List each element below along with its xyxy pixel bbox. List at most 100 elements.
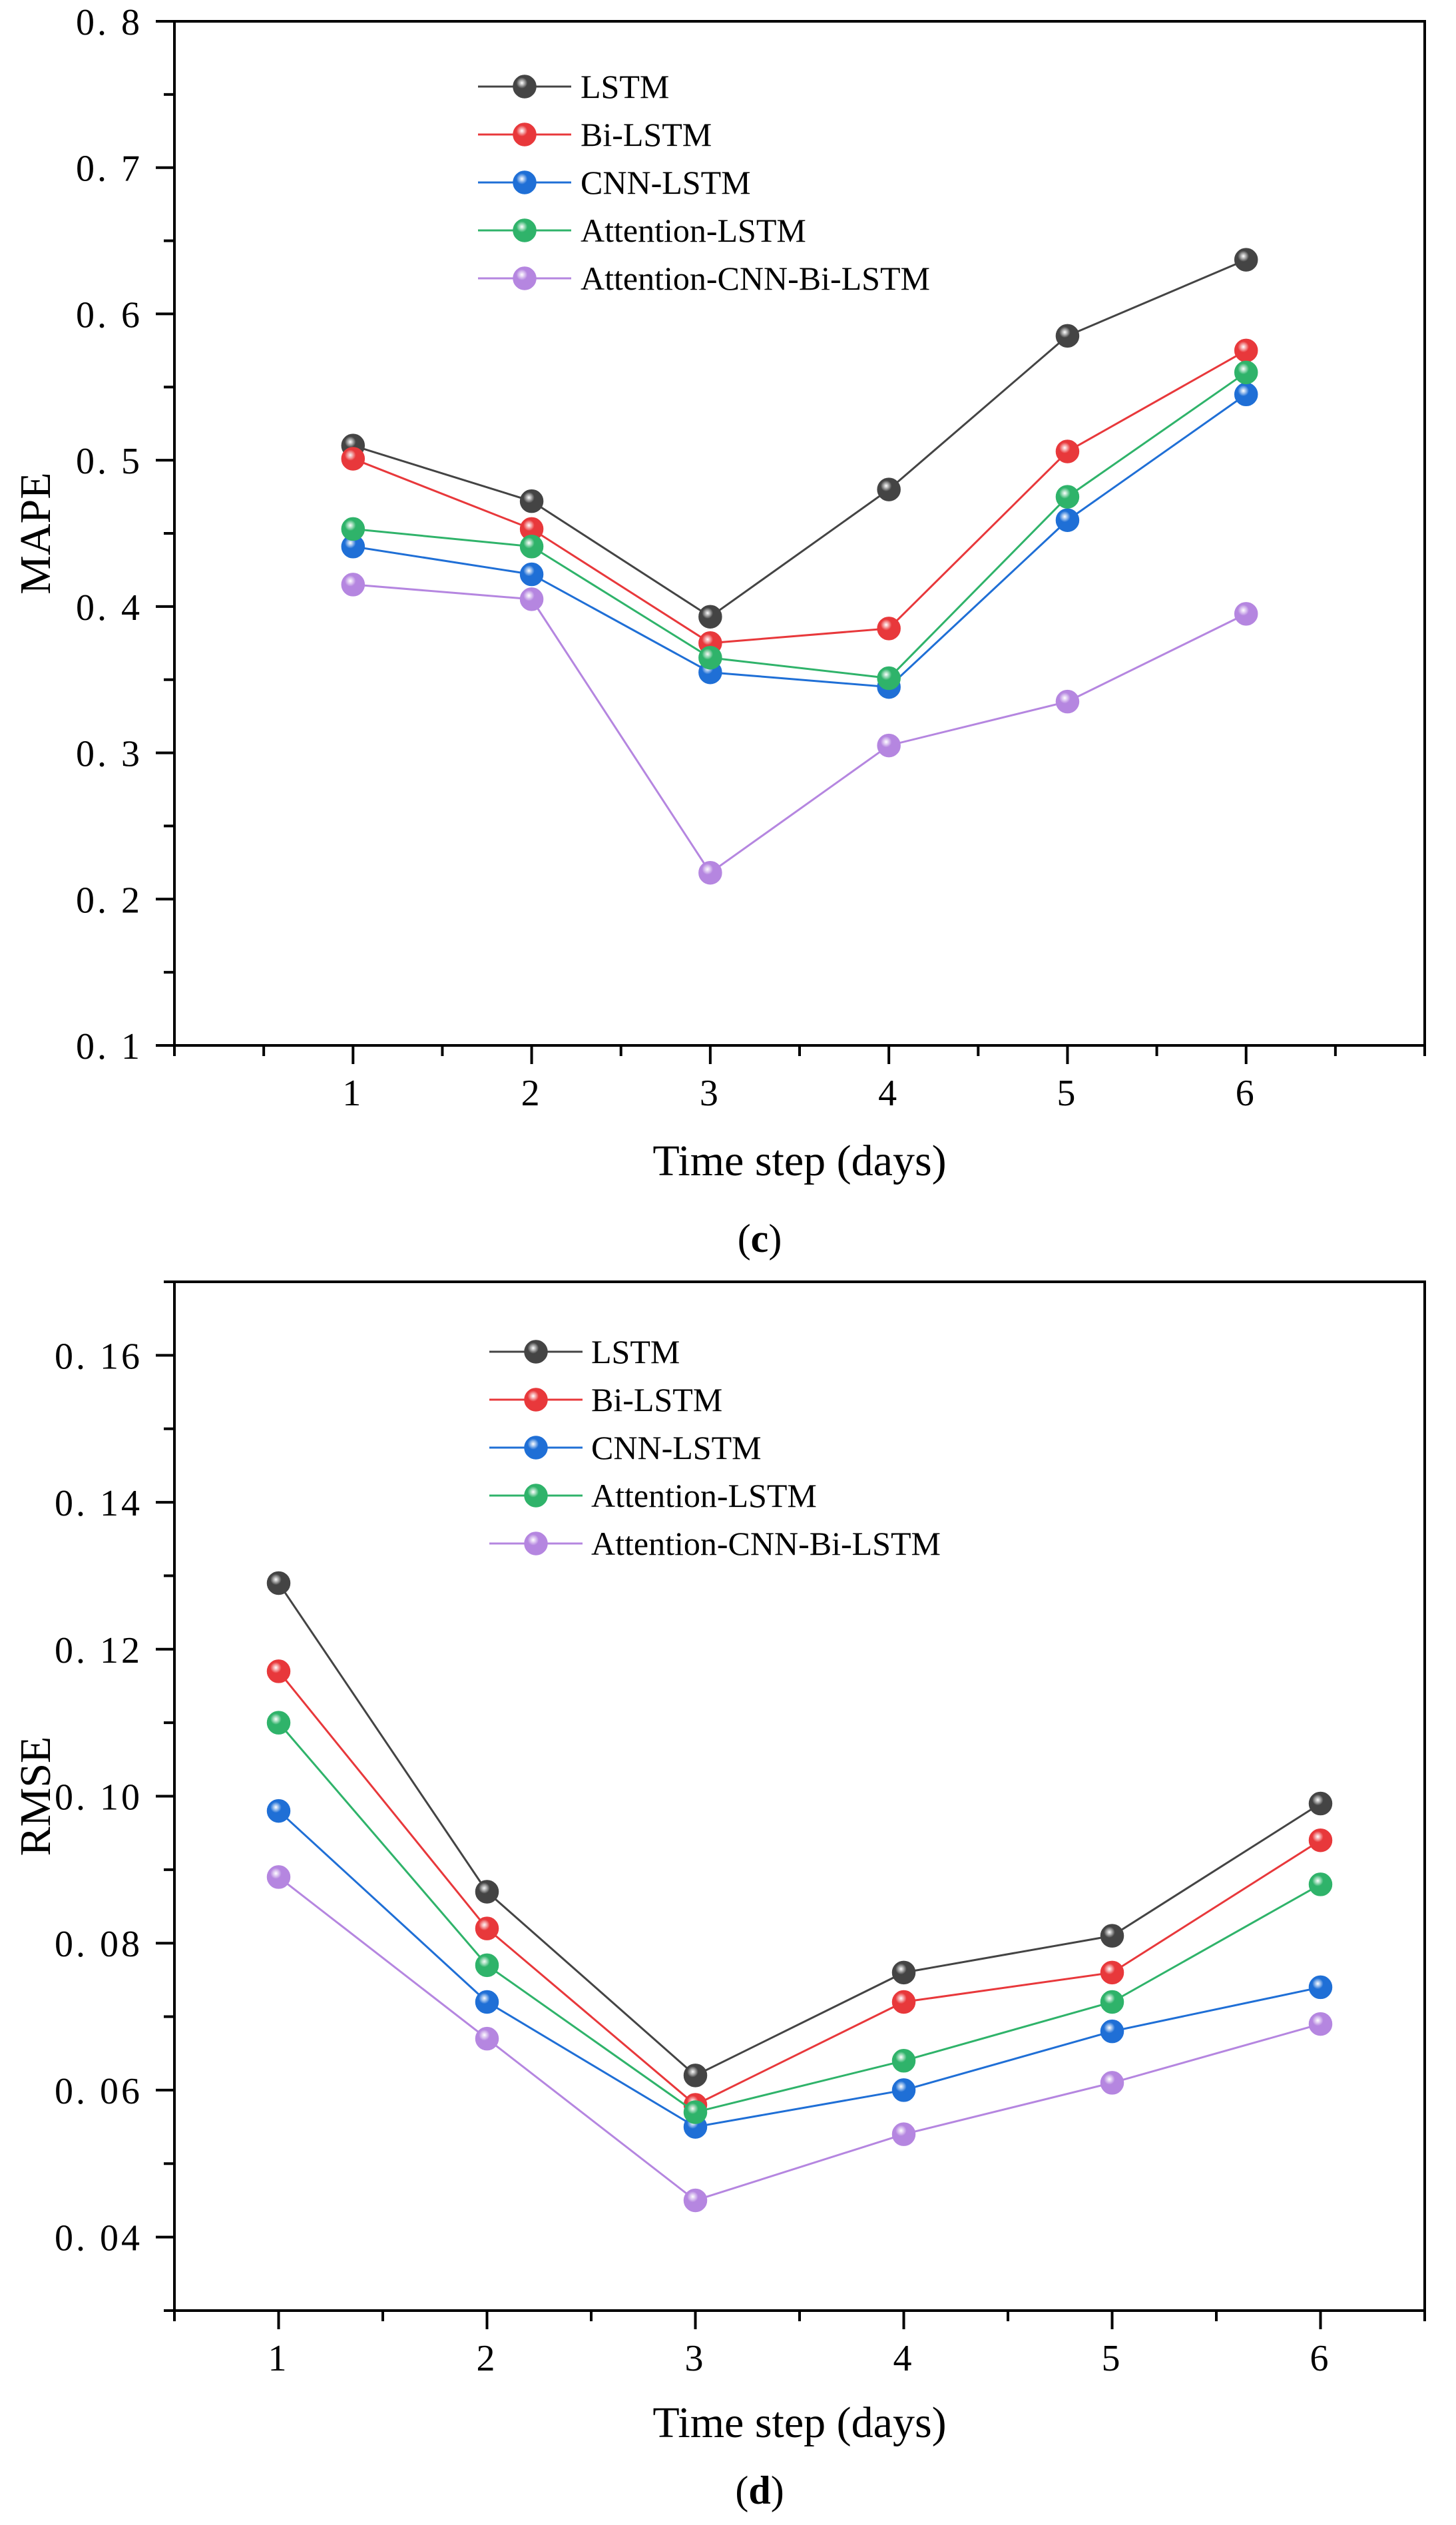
point-lstm-1: [266, 1571, 291, 1595]
x-tick-label: 5: [1057, 1073, 1078, 1114]
x-tick-label: 2: [477, 2338, 498, 2379]
point-lstm-6: [1234, 248, 1258, 272]
point-attention-cnn-bi-lstm-3: [683, 2188, 708, 2213]
legend-item-lstm: LSTM: [489, 1333, 680, 1370]
chart-mape: 1 2 3 4 5 6 0. 1 0. 2 0. 3 0. 4 0. 5 0. 6 0. 7 0. 8 Ti…: [11, 2, 1426, 1261]
point-bi-lstm-4: [877, 617, 901, 641]
y-tick-label: 0. 6: [76, 294, 142, 336]
series-attention-cnn-bi-lstm: [266, 1865, 1333, 2213]
point-attention-cnn-bi-lstm-6: [1308, 2012, 1333, 2036]
legend-marker: [524, 1532, 548, 1555]
x-axis-title: Time step (days): [652, 2398, 946, 2447]
point-lstm-3: [683, 2064, 708, 2088]
series-line-cnn-lstm: [278, 1810, 1321, 2128]
point-attention-lstm-3: [683, 2100, 708, 2124]
legend-label: CNN-LSTM: [591, 1429, 762, 1466]
series-line-cnn-lstm: [353, 394, 1247, 689]
legend-marker: [524, 1436, 548, 1460]
point-attention-cnn-bi-lstm-2: [475, 2026, 499, 2051]
panel-label-letter: c: [751, 1217, 769, 1261]
point-attention-cnn-bi-lstm-1: [266, 1865, 291, 1889]
point-cnn-lstm-1: [266, 1799, 291, 1823]
x-tick-label: 6: [1310, 2338, 1332, 2379]
y-tick-label: 0. 12: [55, 1630, 142, 1671]
point-attention-lstm-1: [341, 517, 365, 541]
x-tick-label: 1: [268, 2338, 290, 2379]
series-lstm: [341, 248, 1258, 629]
panel-label-letter: d: [748, 2468, 770, 2512]
legend-marker: [513, 75, 537, 99]
y-tick-label: 0. 7: [76, 148, 142, 190]
legend-marker: [513, 170, 537, 194]
y-axis-title: MAPE: [11, 472, 60, 594]
y-tick-label: 0. 2: [76, 880, 142, 921]
point-attention-lstm-1: [266, 1711, 291, 1735]
point-lstm-4: [877, 477, 901, 501]
x-tick-label: 3: [685, 2338, 706, 2379]
series-line-attention-lstm: [278, 1722, 1322, 2113]
point-attention-lstm-6: [1308, 1872, 1333, 1896]
x-tick-label: 1: [342, 1073, 364, 1114]
series-attention-lstm: [266, 1711, 1333, 2124]
series-line-attention-cnn-bi-lstm: [353, 583, 1247, 874]
y-tick-label: 0. 10: [55, 1777, 142, 1819]
point-bi-lstm-4: [891, 1990, 916, 2014]
point-attention-lstm-5: [1055, 485, 1080, 509]
y-tick-label: 0. 1: [76, 1026, 142, 1067]
legend-marker: [513, 218, 537, 242]
point-lstm-2: [475, 1880, 499, 1904]
y-tick-label: 0. 08: [55, 1924, 142, 1965]
point-lstm-2: [519, 489, 544, 513]
series-bi-lstm: [266, 1659, 1333, 2117]
point-bi-lstm-1: [341, 447, 365, 471]
point-cnn-lstm-5: [1100, 2019, 1124, 2044]
x-tick-label: 6: [1236, 1073, 1257, 1114]
legend-item-bi-lstm: Bi-LSTM: [478, 116, 712, 153]
point-lstm-6: [1308, 1791, 1333, 1816]
point-bi-lstm-5: [1100, 1960, 1124, 1985]
point-attention-lstm-2: [519, 535, 544, 559]
legend-item-attention-lstm: Attention-LSTM: [489, 1477, 817, 1514]
y-tick-label: 0. 16: [55, 1336, 142, 1377]
point-cnn-lstm-6: [1308, 1975, 1333, 2000]
point-bi-lstm-1: [266, 1659, 291, 1683]
point-lstm-5: [1100, 1924, 1124, 1948]
legend-label: Attention-LSTM: [591, 1477, 817, 1514]
series-attention-cnn-bi-lstm: [341, 573, 1258, 885]
y-tick-label: 0. 06: [55, 2071, 142, 2112]
legend-label: Bi-LSTM: [591, 1381, 722, 1418]
point-bi-lstm-6: [1234, 338, 1258, 363]
legend-item-bi-lstm: Bi-LSTM: [489, 1381, 722, 1418]
legend-label: Bi-LSTM: [581, 116, 712, 153]
point-attention-cnn-bi-lstm-3: [698, 860, 722, 885]
point-cnn-lstm-6: [1234, 382, 1258, 407]
x-tick-label: 4: [893, 2338, 915, 2379]
legend-marker: [524, 1388, 548, 1412]
series-attention-lstm: [341, 360, 1258, 691]
x-tick-label: 5: [1102, 2338, 1123, 2379]
point-bi-lstm-2: [475, 1916, 499, 1940]
legend-label: CNN-LSTM: [581, 164, 751, 201]
point-cnn-lstm-2: [519, 562, 544, 587]
y-tick-label: 0. 3: [76, 734, 142, 775]
legend-label: Attention-CNN-Bi-LSTM: [591, 1525, 941, 1562]
chart-rmse: 1 2 3 4 5 6 0. 04 0. 06 0. 08 0. 10 0. 12 0. 14 0. 1…: [11, 1280, 1426, 2512]
point-attention-lstm-6: [1234, 360, 1258, 385]
y-tick-label: 0. 8: [76, 2, 142, 43]
point-attention-cnn-bi-lstm-2: [519, 587, 544, 611]
point-attention-lstm-4: [877, 666, 901, 691]
y-tick-label: 0. 04: [55, 2218, 142, 2259]
point-lstm-3: [698, 605, 722, 629]
x-axis-title: Time step (days): [652, 1137, 946, 1185]
point-cnn-lstm-2: [475, 1990, 499, 2014]
point-attention-lstm-4: [891, 2049, 916, 2073]
legend-item-cnn-lstm: CNN-LSTM: [478, 164, 751, 201]
point-bi-lstm-6: [1308, 1828, 1333, 1852]
panel-label: (d): [735, 2468, 784, 2512]
legend-label: Attention-CNN-Bi-LSTM: [581, 260, 930, 297]
series-line-lstm: [278, 1582, 1322, 2077]
y-tick-label: 0. 14: [55, 1483, 142, 1524]
series-bi-lstm: [341, 338, 1258, 655]
point-attention-cnn-bi-lstm-4: [891, 2122, 916, 2146]
